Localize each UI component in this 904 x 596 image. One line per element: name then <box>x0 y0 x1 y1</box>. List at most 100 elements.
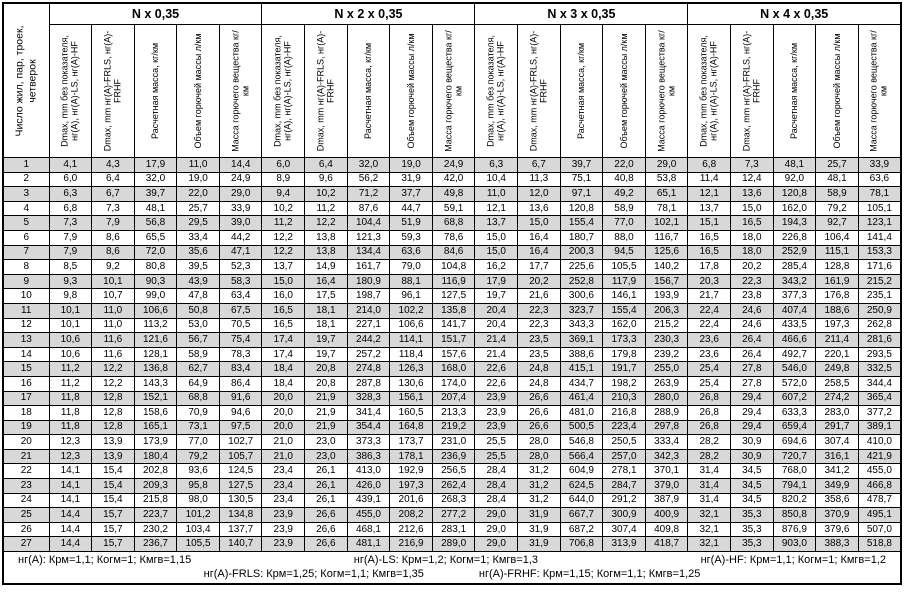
data-cell: 155,4 <box>602 302 646 319</box>
notes-line-2: нг(А)-FRLS: Крм=1,25; Когм=1,1; Кмгв=1,3… <box>4 567 900 581</box>
row-number: 10 <box>2 288 50 304</box>
data-cell: 284,7 <box>602 478 646 494</box>
data-cell: 105,1 <box>857 200 902 217</box>
col-header-g4-c1: Dmax, mm без показателя, нг(А), нг(А)-LS… <box>687 24 731 158</box>
data-cell: 6,7 <box>517 157 561 173</box>
data-cell: 291,7 <box>815 419 859 436</box>
data-cell: 22,3 <box>517 302 561 319</box>
data-cell: 215,2 <box>644 317 689 334</box>
data-cell: 29,5 <box>176 215 220 231</box>
data-cell: 421,9 <box>857 448 902 465</box>
data-cell: 91,6 <box>218 390 263 407</box>
data-cell: 42,0 <box>431 171 476 188</box>
data-cell: 227,1 <box>346 317 391 334</box>
row-number: 7 <box>2 244 50 261</box>
data-cell: 11,0 <box>176 157 220 173</box>
data-cell: 25,5 <box>474 448 519 465</box>
data-cell: 30,9 <box>730 448 774 465</box>
data-cell: 20,0 <box>261 390 306 407</box>
data-cell: 15,0 <box>517 215 561 231</box>
data-cell: 63,6 <box>389 244 433 261</box>
data-cell: 173,7 <box>389 434 433 450</box>
data-cell: 79,2 <box>815 200 859 217</box>
table-row: 7 7,9 8,6 72,0 35,6 47,1 12,2 13,8 134,4 63,6 84,6… <box>2 244 902 261</box>
data-cell: 285,4 <box>772 259 817 275</box>
data-cell: 794,1 <box>772 478 817 494</box>
col-header-g4-c4: Объем горючей массы л/км <box>815 24 859 158</box>
data-cell: 25,7 <box>176 200 220 217</box>
table-row: 24 14,1 15,4 215,8 98,0 130,5 23,4 26,1 439,1 201… <box>2 492 902 509</box>
data-cell: 101,2 <box>176 507 220 523</box>
data-cell: 11,3 <box>517 171 561 188</box>
data-cell: 116,9 <box>431 273 476 290</box>
row-label-header: Число жил, пар, троек, четверок <box>2 2 50 158</box>
data-cell: 13,6 <box>730 186 774 202</box>
row-number: 24 <box>2 492 50 509</box>
data-cell: 32,1 <box>687 507 731 523</box>
data-cell: 230,2 <box>133 521 178 538</box>
data-cell: 64,9 <box>176 375 220 392</box>
data-cell: 23,9 <box>261 507 306 523</box>
data-cell: 26,4 <box>730 332 774 348</box>
table-row: 12 10,1 11,0 113,2 53,0 70,5 16,5 18,1 227,1 106,… <box>2 317 902 334</box>
data-cell: 20,2 <box>730 259 774 275</box>
data-cell: 23,6 <box>687 346 731 363</box>
data-cell: 105,7 <box>218 448 263 465</box>
data-cell: 29,0 <box>474 521 519 538</box>
data-cell: 252,8 <box>559 273 604 290</box>
data-cell: 11,8 <box>48 419 93 436</box>
data-cell: 165,1 <box>133 419 178 436</box>
data-cell: 40,8 <box>602 171 646 188</box>
data-cell: 291,2 <box>602 492 646 509</box>
data-cell: 16,5 <box>261 317 306 334</box>
data-cell: 283,0 <box>815 405 859 421</box>
data-cell: 95,8 <box>176 478 220 494</box>
data-cell: 198,7 <box>346 288 391 304</box>
data-cell: 409,8 <box>644 521 689 538</box>
col-header-text: Dmax, mm без показателя, нг(А), нг(А)-LS… <box>485 35 507 147</box>
data-cell: 26,6 <box>304 521 348 538</box>
data-cell: 24,9 <box>431 157 476 173</box>
data-cell: 7,9 <box>48 229 93 246</box>
data-cell: 274,2 <box>815 390 859 407</box>
data-cell: 11,2 <box>48 375 93 392</box>
data-cell: 23,4 <box>261 478 306 494</box>
data-cell: 13,7 <box>687 200 731 217</box>
data-cell: 26,8 <box>687 390 731 407</box>
data-cell: 223,7 <box>133 507 178 523</box>
data-cell: 26,6 <box>304 507 348 523</box>
note-ng-a-frls: нг(А)-FRLS: Крм=1,25; Когм=1,1; Кмгв=1,3… <box>203 568 424 581</box>
data-cell: 213,3 <box>431 405 476 421</box>
data-cell: 439,1 <box>346 492 391 509</box>
data-cell: 31,9 <box>389 171 433 188</box>
data-cell: 50,8 <box>176 302 220 319</box>
data-cell: 48,1 <box>772 157 817 173</box>
data-cell: 56,2 <box>346 171 391 188</box>
data-cell: 768,0 <box>772 463 817 480</box>
data-cell: 17,9 <box>474 273 519 290</box>
data-cell: 97,1 <box>559 186 604 202</box>
row-number: 2 <box>2 171 50 188</box>
data-cell: 379,6 <box>815 521 859 538</box>
data-cell: 206,3 <box>644 302 689 319</box>
group-header-2: N x 2 x 0,35 <box>261 2 476 25</box>
col-header-g4-c5: Масса горючего вещества кг/км <box>857 24 902 158</box>
data-cell: 31,9 <box>517 521 561 538</box>
data-cell: 12,8 <box>91 419 135 436</box>
col-header-text: Dmax, mm без показателя, нг(А), нг(А)-LS… <box>272 35 294 147</box>
data-cell: 21,4 <box>474 346 519 363</box>
data-cell: 29,4 <box>730 419 774 436</box>
data-cell: 14,1 <box>48 463 93 480</box>
data-cell: 19,0 <box>176 171 220 188</box>
data-cell: 75,1 <box>559 171 604 188</box>
data-cell: 388,6 <box>559 346 604 363</box>
data-cell: 572,0 <box>772 375 817 392</box>
data-cell: 29,0 <box>644 157 689 173</box>
data-cell: 39,0 <box>218 215 263 231</box>
table-row: 9 9,3 10,1 90,3 43,9 58,3 15,0 16,4 180,9 88,1 116… <box>2 273 902 290</box>
data-cell: 179,8 <box>602 346 646 363</box>
col-header-g2-c2: Dmax, mm нг(А)-FRLS, нг(А)-FRHF <box>304 24 348 158</box>
data-cell: 26,1 <box>304 463 348 480</box>
data-cell: 8,9 <box>261 171 306 188</box>
data-cell: 70,9 <box>176 405 220 421</box>
